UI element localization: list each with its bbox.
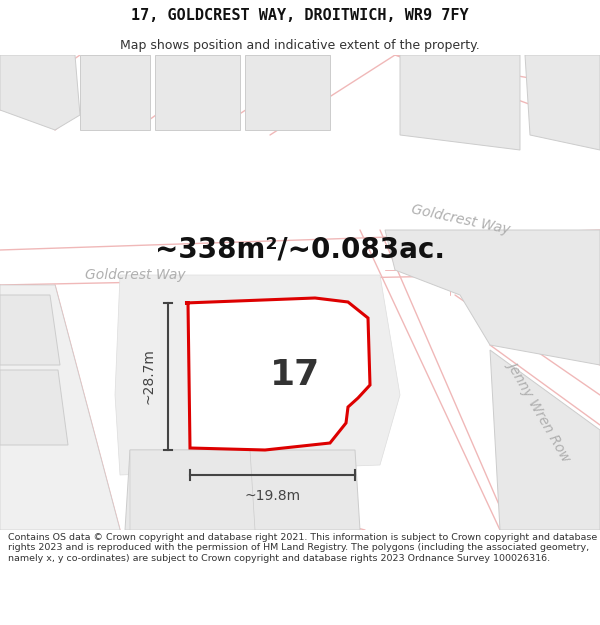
Polygon shape [185, 298, 370, 450]
Polygon shape [490, 350, 600, 530]
Polygon shape [525, 55, 600, 150]
Text: ~338m²/~0.083ac.: ~338m²/~0.083ac. [155, 236, 445, 264]
Text: Goldcrest Way: Goldcrest Way [410, 202, 511, 238]
Polygon shape [0, 285, 120, 530]
Polygon shape [385, 230, 600, 365]
Text: ~28.7m: ~28.7m [142, 349, 156, 404]
Polygon shape [155, 55, 240, 130]
Polygon shape [245, 55, 330, 130]
Polygon shape [115, 275, 400, 475]
Polygon shape [0, 55, 80, 130]
Text: ~19.8m: ~19.8m [244, 489, 301, 503]
Polygon shape [0, 295, 60, 365]
Polygon shape [80, 55, 150, 130]
Text: Contains OS data © Crown copyright and database right 2021. This information is : Contains OS data © Crown copyright and d… [8, 533, 597, 562]
Text: Jenny Wren Row: Jenny Wren Row [505, 357, 574, 462]
Text: Map shows position and indicative extent of the property.: Map shows position and indicative extent… [120, 39, 480, 52]
Polygon shape [400, 55, 520, 150]
Polygon shape [125, 450, 360, 530]
Polygon shape [0, 370, 68, 445]
Text: 17, GOLDCREST WAY, DROITWICH, WR9 7FY: 17, GOLDCREST WAY, DROITWICH, WR9 7FY [131, 8, 469, 23]
Polygon shape [210, 315, 338, 400]
Text: Goldcrest Way: Goldcrest Way [85, 268, 185, 282]
Polygon shape [130, 450, 255, 530]
Text: 17: 17 [270, 358, 320, 392]
